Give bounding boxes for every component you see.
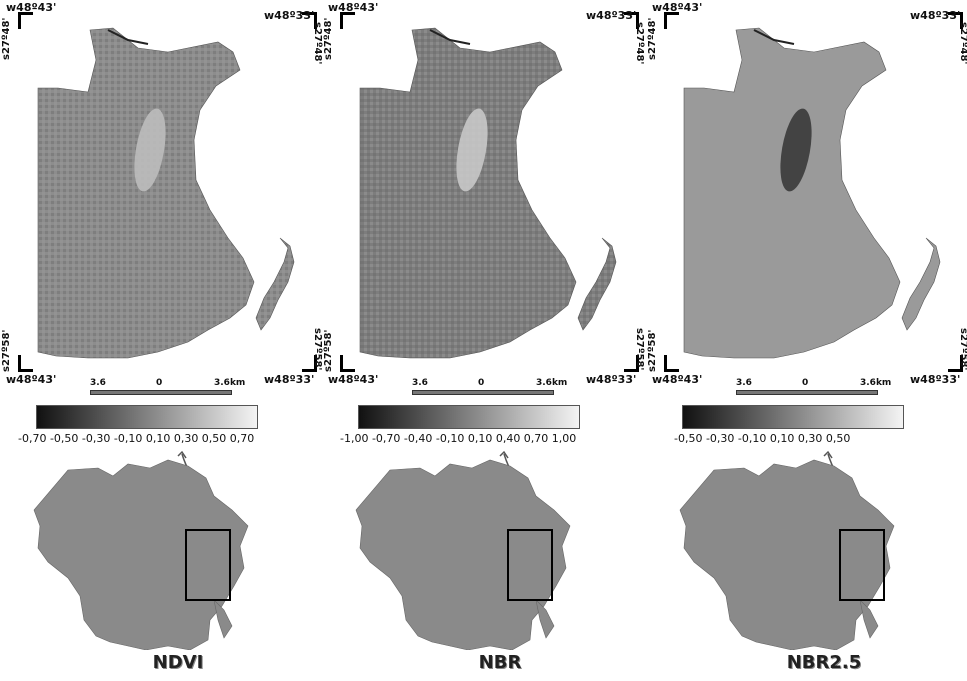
- scale-right-label: 3.6km: [214, 378, 246, 388]
- coord-bottom-right-lat: s27º58': [958, 328, 967, 371]
- legend-tick-labels: -1,00 -0,70 -0,40 -0,10 0,10 0,40 0,70 1…: [340, 432, 577, 445]
- legend-color-ramp: [36, 405, 258, 429]
- coord-bottom-right-lat: s27º58': [634, 328, 645, 371]
- coord-bottom-right-lon: w48º33': [910, 373, 961, 386]
- burn-scar: [780, 108, 812, 192]
- index-title: NBR: [478, 652, 522, 673]
- corner-bracket: [664, 355, 679, 372]
- coord-top-left-lon: w48º43': [6, 1, 57, 14]
- burn-scar: [134, 108, 166, 192]
- north-arrow-icon: [499, 450, 509, 459]
- map-panel-nbr2-5: w48º43' w48º33' w48º43' w48º33' s27º48' …: [647, 0, 967, 681]
- coord-top-right-lon: w48º33': [264, 9, 315, 22]
- region-land: [355, 459, 571, 650]
- scale-right-label: 3.6km: [860, 378, 892, 388]
- north-arrow-icon: [177, 450, 187, 459]
- scale-mid-label: 0: [802, 378, 809, 388]
- coastline-edge: [753, 29, 795, 45]
- islet-land: [255, 237, 295, 331]
- region-land-tail: [213, 599, 233, 639]
- coord-bottom-left-lat: s27º58': [647, 329, 658, 373]
- corner-bracket: [340, 355, 355, 372]
- coord-bottom-left-lon: w48º43': [652, 373, 703, 386]
- coord-top-right-lat: s27º48': [634, 22, 645, 65]
- scale-right-label: 3.6km: [536, 378, 568, 388]
- scale-bar-graphic: [90, 390, 232, 395]
- coord-top-left-lon: w48º43': [328, 1, 379, 14]
- coord-top-right-lat: s27º48': [958, 22, 967, 65]
- coord-top-left-lat: s27º48': [1, 17, 12, 61]
- satellite-map: [683, 27, 941, 359]
- coord-bottom-left-lat: s27º58': [1, 329, 12, 373]
- coord-top-right-lon: w48º33': [910, 9, 961, 22]
- corner-bracket: [302, 355, 317, 372]
- corner-bracket: [18, 355, 33, 372]
- coord-bottom-right-lon: w48º33': [586, 373, 637, 386]
- region-land: [33, 459, 249, 650]
- island-land: [37, 27, 255, 359]
- index-title: NDVI: [152, 652, 204, 673]
- corner-bracket: [302, 12, 317, 29]
- legend-tick-labels: -0,70 -0,50 -0,30 -0,10 0,10 0,30 0,50 0…: [18, 432, 255, 445]
- island-land: [359, 27, 577, 359]
- north-arrow-icon: [823, 450, 833, 459]
- burn-scar: [456, 108, 488, 192]
- legend-color-ramp: [358, 405, 580, 429]
- coord-bottom-left-lon: w48º43': [328, 373, 379, 386]
- coord-bottom-left-lon: w48º43': [6, 373, 57, 386]
- legend-tick-labels: -0,50 -0,30 -0,10 0,10 0,30 0,50: [674, 432, 851, 445]
- satellite-map: [37, 27, 295, 359]
- index-title: NBR2.5: [786, 652, 862, 673]
- study-area-box: [839, 529, 885, 601]
- region-land: [679, 459, 895, 650]
- islet-land: [577, 237, 617, 331]
- corner-bracket: [664, 12, 679, 29]
- overview-map: [33, 450, 249, 650]
- scale-mid-label: 0: [156, 378, 163, 388]
- study-area-box: [507, 529, 553, 601]
- legend-color-ramp: [682, 405, 904, 429]
- coord-top-right-lon: w48º33': [586, 9, 637, 22]
- scale-left-label: 3.6: [736, 378, 752, 388]
- region-land-tail: [535, 599, 555, 639]
- corner-bracket: [624, 12, 639, 29]
- coord-top-left-lon: w48º43': [652, 1, 703, 14]
- satellite-map: [359, 27, 617, 359]
- coord-top-right-lat: s27º48': [312, 22, 323, 65]
- corner-bracket: [340, 12, 355, 29]
- scale-left-label: 3.6: [90, 378, 106, 388]
- island-land: [683, 27, 901, 359]
- corner-bracket: [624, 355, 639, 372]
- coastline-edge: [429, 29, 471, 45]
- scale-bar-graphic: [736, 390, 878, 395]
- scale-mid-label: 0: [478, 378, 485, 388]
- coord-top-left-lat: s27º48': [647, 17, 658, 61]
- region-land-tail: [859, 599, 879, 639]
- coastline-edge: [107, 29, 149, 45]
- corner-bracket: [18, 12, 33, 29]
- map-panel-ndvi: w48º43' w48º33' w48º43' w48º33' s27º48' …: [1, 0, 340, 681]
- coord-bottom-right-lon: w48º33': [264, 373, 315, 386]
- scale-bar-graphic: [412, 390, 554, 395]
- corner-bracket: [948, 355, 963, 372]
- overview-map: [679, 450, 895, 650]
- islet-land: [901, 237, 941, 331]
- coord-bottom-left-lat: s27º58': [323, 329, 334, 373]
- scale-left-label: 3.6: [412, 378, 428, 388]
- coord-top-left-lat: s27º48': [323, 17, 334, 61]
- coord-bottom-right-lat: s27º58': [312, 328, 323, 371]
- map-panel-nbr: w48º43' w48º33' w48º43' w48º33' s27º48' …: [323, 0, 662, 681]
- corner-bracket: [948, 12, 963, 29]
- study-area-box: [185, 529, 231, 601]
- overview-map: [355, 450, 571, 650]
